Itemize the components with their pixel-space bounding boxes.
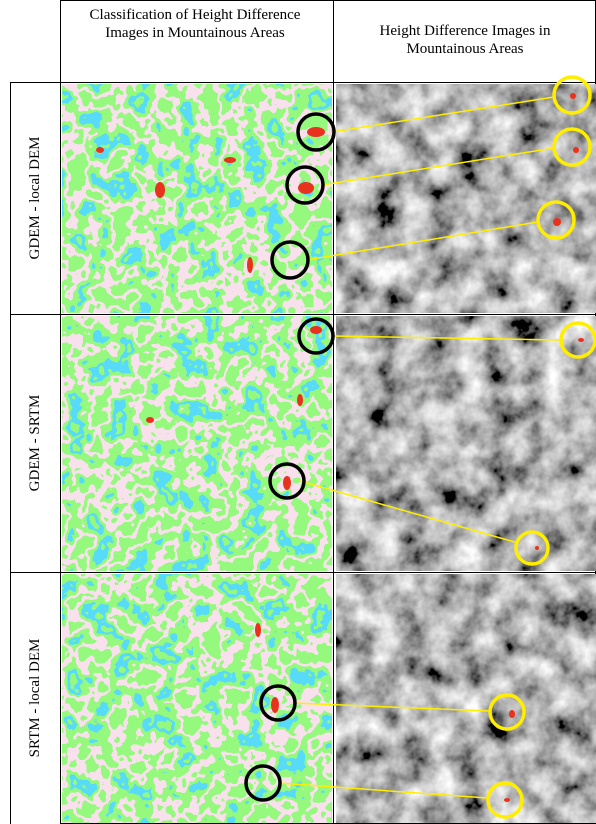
figure-graphics: [0, 0, 596, 824]
column-header: Classification of Height Difference Imag…: [70, 6, 320, 42]
row-label: GDEM - local DEM: [25, 78, 45, 318]
difference-images: [336, 84, 596, 823]
row-label: GDEM - SRTM: [25, 323, 45, 563]
row-label: SRTM - local DEM: [25, 578, 45, 818]
column-header: Height Difference Images in Mountainous …: [350, 22, 580, 58]
figure: Classification of Height Difference Imag…: [0, 0, 596, 824]
